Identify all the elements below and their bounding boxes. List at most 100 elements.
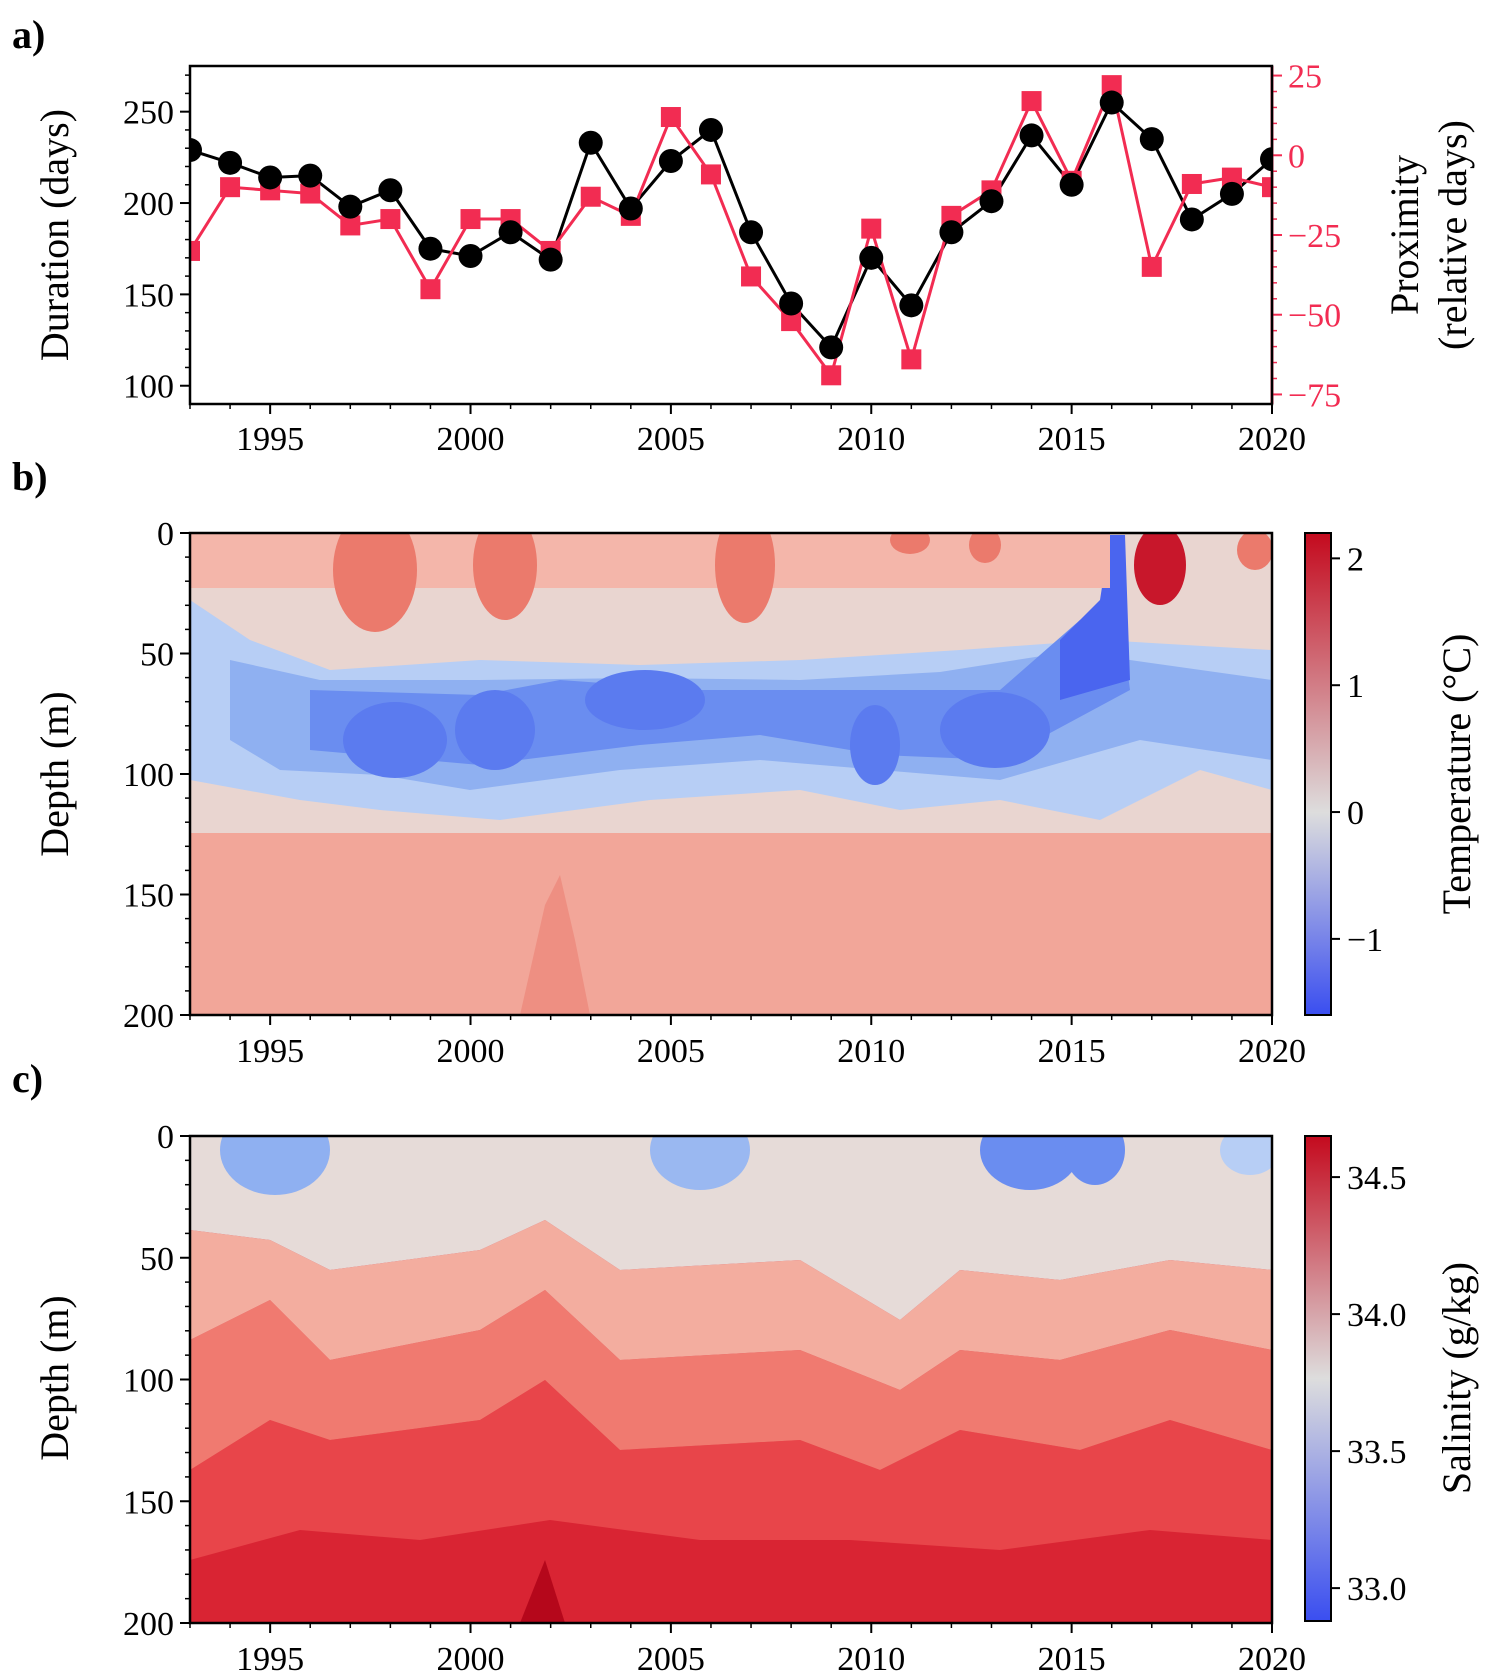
panel-b-frame: [188, 531, 1274, 1017]
colorbar-tick-label: 1: [1347, 668, 1364, 705]
x-tick-label: 2005: [637, 1641, 705, 1678]
proximity-point: [460, 209, 481, 230]
y-tick-label: 150: [123, 878, 174, 915]
y-tick-label: 50: [140, 1241, 174, 1278]
proximity-point: [580, 186, 601, 207]
x-tick-label: 2000: [437, 1033, 505, 1070]
y-right-tick-label: −75: [1288, 377, 1341, 414]
x-tick-label: 2015: [1038, 421, 1106, 458]
proximity-point: [340, 215, 361, 236]
duration-point: [739, 220, 764, 245]
duration-point: [1099, 90, 1124, 115]
temperature-warm-cell: [333, 533, 417, 632]
duration-series-markers: [190, 90, 1272, 360]
duration-series-line: [190, 100, 1272, 351]
salinity-field: [190, 1136, 1272, 1623]
proximity-axis-label-line1: Proximity: [1382, 155, 1427, 315]
proximity-point: [1181, 173, 1202, 194]
temperature-colorbar: [1304, 532, 1332, 1016]
panel-a: 1995 2000 2005 2010 2015 2020100150200250250−…: [32, 59, 1475, 458]
temperature-warm-cell: [473, 533, 537, 620]
panel-b: 1995 2000 2005 2010 2015 2020 0 50 100 150 200 2 1 0 −…: [32, 516, 1479, 1070]
salinity-fresh-cell: [220, 1136, 330, 1195]
depth-axis-label-b: Depth (m): [32, 691, 77, 857]
duration-point: [1219, 181, 1244, 206]
temperature-cold-cell: [940, 692, 1050, 768]
y-left-tick-label: 100: [123, 369, 174, 406]
colorbar-tick-label: 34.0: [1347, 1297, 1407, 1334]
y-right-tick-label: −25: [1288, 218, 1341, 255]
panel-c-label: c): [12, 1056, 43, 1101]
duration-point: [1019, 123, 1044, 148]
x-tick-label: 2020: [1238, 1641, 1306, 1678]
proximity-point: [380, 209, 401, 230]
x-tick-label: 2005: [637, 1033, 705, 1070]
panel-a-frame: [188, 64, 1274, 406]
proximity-axis-label-line2: (relative days): [1430, 120, 1475, 350]
duration-point: [378, 178, 403, 203]
duration-point: [658, 149, 683, 174]
x-tick-label: 2000: [437, 1641, 505, 1678]
proximity-point: [1262, 177, 1272, 198]
salinity-max-spike: [520, 1560, 565, 1623]
panel-c: 1995 2000 2005 2010 2015 2020 0 50 100 150 200 34.5…: [32, 1119, 1479, 1678]
temperature-warm-cell: [1237, 533, 1272, 570]
depth-axis-label-c: Depth (m): [32, 1295, 77, 1461]
proximity-point: [300, 183, 321, 204]
y-left-tick-label: 250: [123, 95, 174, 132]
duration-point: [338, 194, 363, 219]
duration-point: [1179, 207, 1204, 232]
y-tick-label: 100: [123, 757, 174, 794]
y-tick-label: 200: [123, 1606, 174, 1643]
duration-point: [578, 130, 603, 155]
x-tick-label: 2020: [1238, 1033, 1306, 1070]
colorbar-tick-label: 2: [1347, 541, 1364, 578]
proximity-point: [741, 266, 762, 287]
salinity-layer: [190, 1380, 1272, 1560]
temperature-cold-cell: [850, 705, 900, 785]
proximity-point: [781, 311, 802, 332]
y-tick-label: 200: [123, 998, 174, 1035]
temperature-colorbar-label: Temperature (°C): [1434, 634, 1479, 915]
duration-point: [698, 117, 723, 142]
x-tick-label: 1995: [236, 1641, 304, 1678]
proximity-point: [420, 279, 441, 300]
duration-axis-label: Duration (days): [32, 109, 77, 361]
duration-point: [1260, 147, 1272, 172]
duration-point: [1059, 172, 1084, 197]
duration-point: [218, 150, 243, 175]
duration-point: [298, 163, 323, 188]
duration-point: [939, 220, 964, 245]
temperature-cold-cell: [455, 690, 535, 770]
proximity-point: [861, 218, 882, 239]
salinity-fresh-cell: [980, 1136, 1080, 1190]
duration-point: [779, 291, 804, 316]
duration-point: [458, 244, 483, 269]
y-tick-label: 0: [157, 1119, 174, 1156]
proximity-point: [901, 349, 922, 370]
proximity-point: [220, 177, 241, 198]
salinity-layer: [190, 1220, 1272, 1390]
y-tick-label: 100: [123, 1363, 174, 1400]
duration-point: [418, 236, 443, 261]
salinity-fresh-cell: [650, 1136, 750, 1190]
temperature-field: [190, 533, 1272, 1015]
y-right-tick-label: −50: [1288, 298, 1341, 335]
temperature-warm-cell: [969, 533, 1001, 563]
proximity-point: [660, 107, 681, 128]
y-left-tick-label: 150: [123, 277, 174, 314]
temperature-cold-cell: [585, 670, 705, 730]
salinity-colorbar: [1304, 1135, 1332, 1622]
x-tick-label: 1995: [236, 421, 304, 458]
colorbar-tick-label: 33.5: [1347, 1434, 1407, 1471]
proximity-point: [821, 365, 842, 386]
salinity-colorbar-label: Salinity (g/kg): [1434, 1262, 1479, 1494]
temperature-warm-cell: [890, 533, 930, 554]
duration-point: [498, 220, 523, 245]
duration-point: [899, 293, 924, 318]
salinity-layer: [190, 1290, 1272, 1470]
panel-b-label: b): [12, 454, 48, 499]
panel-a-label: a): [12, 12, 45, 57]
proximity-point: [941, 205, 962, 226]
